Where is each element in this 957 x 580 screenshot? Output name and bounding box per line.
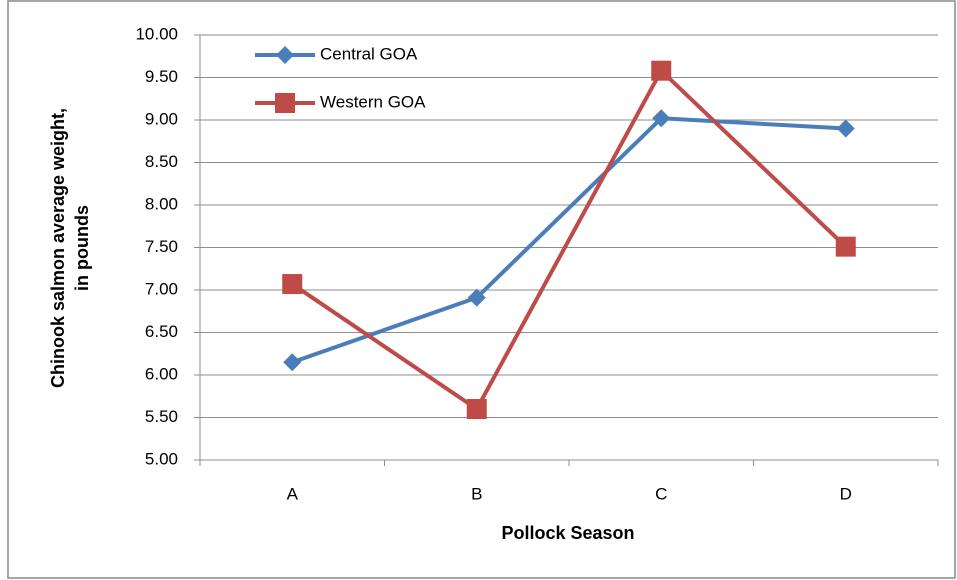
- marker-square: [651, 60, 672, 81]
- series-line: [291, 68, 848, 411]
- marker-diamond: [283, 353, 302, 372]
- x-tick-label: D: [840, 484, 852, 503]
- y-axis-title: Chinook salmon average weight, in pounds: [48, 108, 92, 388]
- y-axis-title-line: Chinook salmon average weight,: [48, 108, 68, 388]
- marker-square: [466, 399, 487, 419]
- marker-square: [282, 274, 303, 295]
- y-tick-label: 9.00: [145, 109, 178, 128]
- y-tick-label: 6.00: [145, 364, 178, 383]
- y-tick-label: 7.00: [145, 279, 178, 298]
- marker-diamond: [467, 288, 486, 307]
- x-tick-label: A: [287, 484, 299, 503]
- x-tick-label: C: [655, 484, 667, 503]
- marker-square: [835, 236, 856, 257]
- x-axis-title: Pollock Season: [501, 523, 634, 543]
- y-tick-label: 8.00: [145, 194, 178, 213]
- y-tick-label: 10.00: [135, 24, 178, 43]
- y-tick-label: 8.50: [145, 152, 178, 171]
- marker-diamond: [836, 119, 855, 138]
- legend-marker: [276, 46, 294, 64]
- chart-frame: [7, 0, 956, 579]
- legend-label: Western GOA: [320, 92, 426, 111]
- y-tick-label: 7.50: [145, 237, 178, 256]
- series-line: [291, 116, 846, 365]
- y-tick-label: 5.00: [145, 449, 178, 468]
- y-tick-label: 9.50: [145, 67, 178, 86]
- x-tick-label: B: [471, 484, 482, 503]
- y-tick-label: 6.50: [145, 322, 178, 341]
- y-axis-title-line: in pounds: [72, 205, 92, 291]
- marker-diamond: [652, 109, 671, 128]
- legend-marker: [275, 93, 295, 113]
- y-tick-label: 5.50: [145, 407, 178, 426]
- legend-label: Central GOA: [320, 44, 418, 63]
